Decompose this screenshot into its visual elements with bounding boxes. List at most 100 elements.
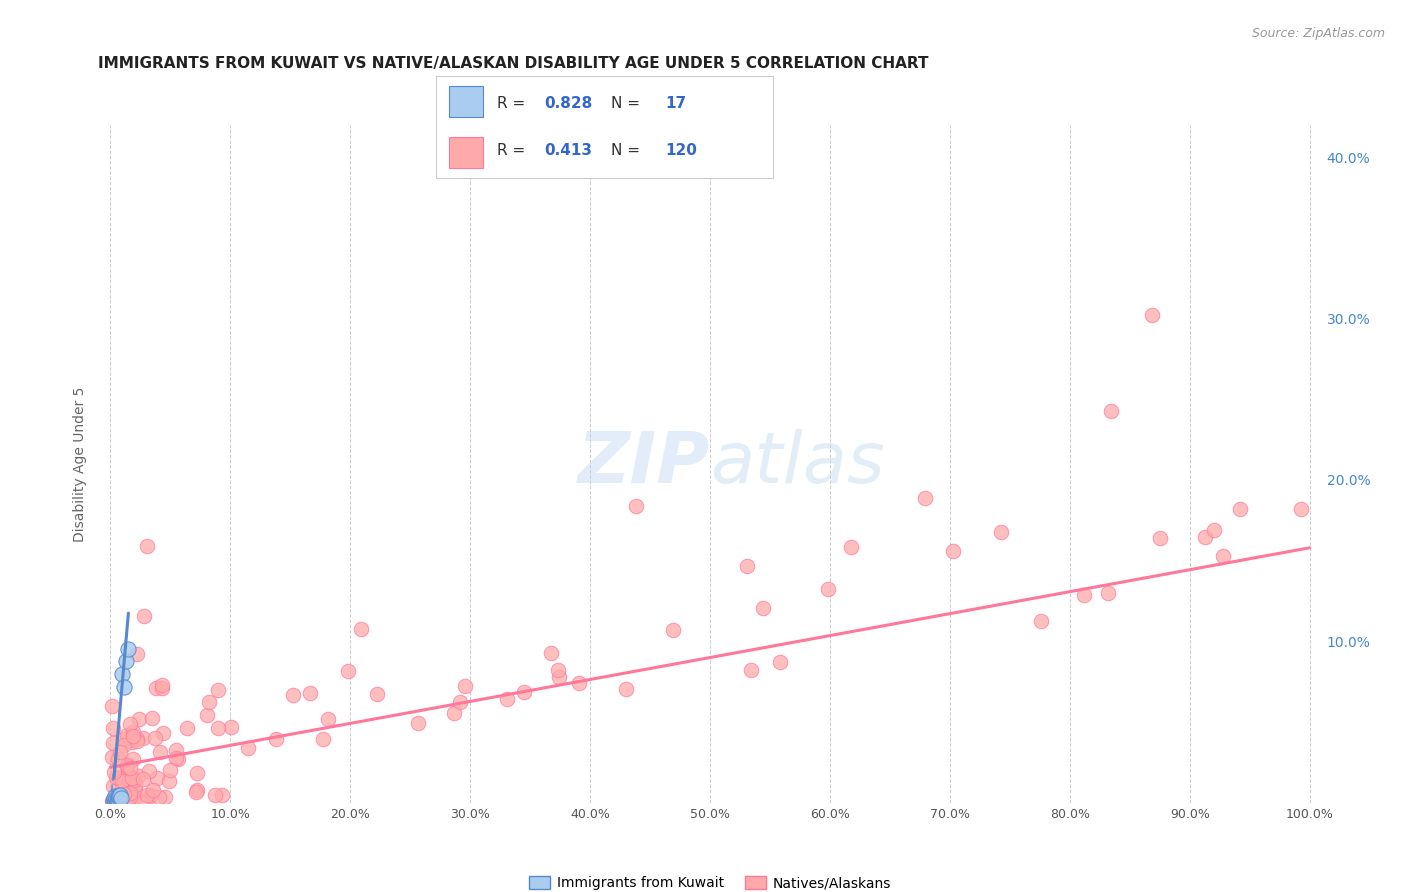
Point xyxy=(115,758,138,772)
Point xyxy=(157,774,180,789)
Point xyxy=(105,792,128,806)
Point xyxy=(264,732,287,747)
Point xyxy=(103,765,125,780)
Text: 0.413: 0.413 xyxy=(544,144,592,158)
Point xyxy=(662,623,685,637)
Point xyxy=(124,778,146,792)
Point xyxy=(548,670,571,684)
Point xyxy=(195,707,218,722)
Point xyxy=(141,711,163,725)
Text: 0.828: 0.828 xyxy=(544,96,592,111)
Point xyxy=(115,759,138,773)
Point xyxy=(129,796,152,810)
Point xyxy=(1289,502,1312,516)
Point xyxy=(120,761,142,775)
Point xyxy=(547,663,569,677)
Point xyxy=(139,789,162,804)
Point xyxy=(769,655,792,669)
Point xyxy=(914,491,936,506)
Point xyxy=(117,772,139,786)
Point xyxy=(103,722,125,736)
Point xyxy=(817,582,839,596)
Point xyxy=(145,681,167,695)
Point xyxy=(111,731,134,746)
Point xyxy=(120,786,142,800)
Point xyxy=(111,666,134,681)
Point xyxy=(186,766,208,780)
Point xyxy=(101,736,124,750)
Point xyxy=(454,679,477,693)
Point xyxy=(124,789,146,804)
Point xyxy=(1073,589,1095,603)
Point xyxy=(143,731,166,746)
Text: IMMIGRANTS FROM KUWAIT VS NATIVE/ALASKAN DISABILITY AGE UNDER 5 CORRELATION CHAR: IMMIGRANTS FROM KUWAIT VS NATIVE/ALASKAN… xyxy=(98,56,929,71)
Point xyxy=(148,790,170,805)
Point xyxy=(141,789,163,803)
Point xyxy=(117,642,139,657)
Point xyxy=(740,664,762,678)
Point xyxy=(108,788,131,802)
Point xyxy=(449,695,471,709)
Point xyxy=(1142,308,1164,322)
Point xyxy=(513,685,536,699)
Point xyxy=(101,779,124,793)
Point xyxy=(111,773,134,788)
Point xyxy=(125,731,148,746)
Point xyxy=(132,731,155,745)
Point xyxy=(281,688,304,702)
Point xyxy=(165,751,187,765)
Point xyxy=(568,675,591,690)
Legend: Immigrants from Kuwait, Natives/Alaskans: Immigrants from Kuwait, Natives/Alaskans xyxy=(523,871,897,892)
Point xyxy=(105,791,128,805)
Point xyxy=(127,647,149,661)
Point xyxy=(121,724,143,739)
Point xyxy=(122,773,145,788)
Point xyxy=(108,794,131,808)
Point xyxy=(104,794,127,808)
Point xyxy=(167,752,190,766)
Point xyxy=(204,789,226,803)
Point xyxy=(336,664,359,678)
Text: N =: N = xyxy=(612,96,645,111)
Point xyxy=(112,738,135,752)
Point xyxy=(176,721,198,735)
Point xyxy=(839,540,862,554)
Point xyxy=(107,789,129,804)
Point xyxy=(443,706,465,721)
Point xyxy=(735,558,758,573)
Point xyxy=(219,721,242,735)
Point xyxy=(118,717,141,731)
Point xyxy=(118,790,141,805)
Point xyxy=(1212,549,1234,564)
Point xyxy=(135,539,157,553)
Point xyxy=(198,695,221,709)
Point xyxy=(115,793,138,807)
Point xyxy=(121,771,143,785)
Point xyxy=(145,771,167,785)
Point xyxy=(207,721,229,735)
Point xyxy=(990,524,1012,539)
Text: Source: ZipAtlas.com: Source: ZipAtlas.com xyxy=(1251,27,1385,40)
Point xyxy=(108,791,131,805)
Point xyxy=(120,780,142,795)
Point xyxy=(112,787,135,801)
Point xyxy=(299,686,322,700)
Text: N =: N = xyxy=(612,144,645,158)
Y-axis label: Disability Age Under 5: Disability Age Under 5 xyxy=(73,386,87,541)
Point xyxy=(108,771,131,785)
Point xyxy=(159,763,181,777)
Point xyxy=(614,682,637,697)
Point xyxy=(311,732,333,747)
Point xyxy=(107,752,129,766)
Text: ZIP: ZIP xyxy=(578,429,710,499)
Point xyxy=(1149,531,1171,545)
Point xyxy=(132,772,155,787)
Point xyxy=(115,728,138,742)
Point xyxy=(103,792,125,806)
Point xyxy=(1194,530,1216,544)
Point xyxy=(110,791,132,805)
Point xyxy=(211,789,233,803)
FancyBboxPatch shape xyxy=(450,87,484,117)
Point xyxy=(408,715,430,730)
Point xyxy=(125,734,148,748)
